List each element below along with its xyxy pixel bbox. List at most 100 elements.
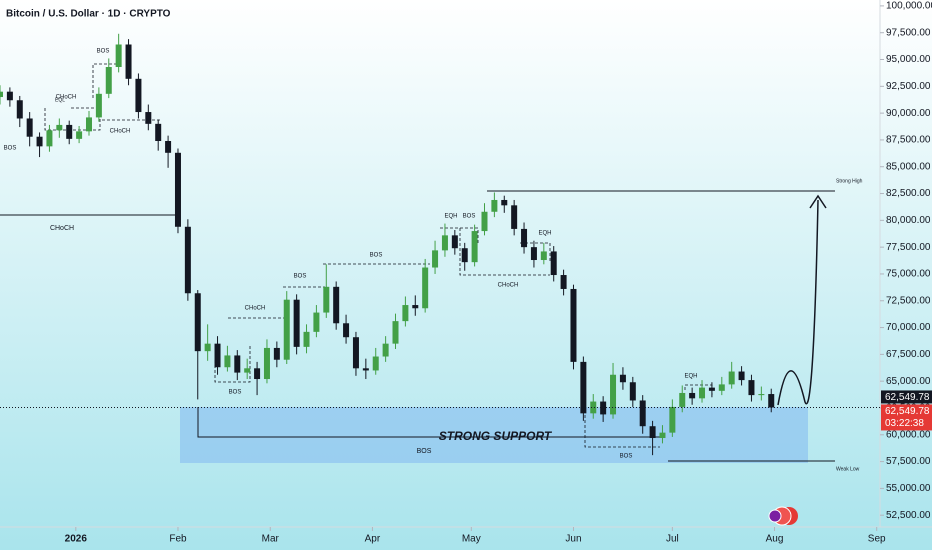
candle-body [66, 124, 73, 139]
dashed-structure [44, 63, 713, 448]
candle-body [481, 211, 488, 232]
price-label-box [881, 390, 932, 404]
candle-body [382, 343, 389, 357]
annotation: BOS [370, 253, 383, 259]
price-label: 62,549.78 [885, 406, 930, 417]
annotation: CHoCH [245, 306, 266, 312]
candle-body [451, 235, 458, 249]
candle-body [570, 288, 577, 362]
candle-body [135, 78, 142, 113]
annotation: STRONG SUPPORT [439, 429, 553, 443]
annotation: EQL [55, 97, 65, 103]
y-tick-label: 82,500.00 [886, 188, 931, 199]
candle-body [540, 251, 547, 261]
arrow-head [809, 194, 827, 209]
annotation: EQH [444, 214, 457, 220]
annotation: BOS [417, 448, 432, 455]
candle-body [728, 371, 735, 385]
candle-body [26, 118, 33, 137]
annotation: EQH [538, 231, 551, 237]
candle-body [590, 401, 597, 414]
y-tick-label: 57,500.00 [886, 456, 931, 467]
projection-arrow [777, 199, 819, 406]
chart-title: Bitcoin / U.S. Dollar · 1D · CRYPTO [6, 9, 171, 20]
candle-body [422, 267, 429, 309]
logo [768, 506, 798, 526]
candle-body [402, 305, 409, 322]
dashed-structure [459, 228, 550, 276]
candle-body [679, 392, 686, 407]
y-tick-label: 97,500.00 [886, 27, 931, 38]
annotation: CHoCH [50, 225, 74, 232]
candle-body [204, 343, 211, 352]
candle-body [343, 323, 350, 338]
candle-body [412, 305, 419, 309]
candle-body [165, 140, 172, 153]
x-tick-label: Jul [666, 534, 679, 545]
candle-body [530, 247, 537, 261]
candle-body [115, 44, 122, 68]
y-tick-label: 90,000.00 [886, 108, 931, 119]
candle-body [461, 248, 468, 263]
dashed-structure [214, 345, 251, 383]
candle-body [76, 131, 83, 139]
annotation: Weak Low [836, 466, 860, 472]
candle-body [254, 368, 261, 380]
y-tick-label: 55,000.00 [886, 483, 931, 494]
logo-circle [768, 509, 782, 523]
bos-line [197, 407, 660, 438]
price-label: 62,549.78 [885, 392, 930, 403]
candle-body [560, 275, 567, 289]
dashed-structure [92, 63, 118, 98]
candle-body [155, 123, 162, 141]
candle-body [174, 152, 181, 227]
annotation: CHoCH [498, 283, 519, 289]
candle-body [224, 355, 231, 368]
annotation: CHoCH [110, 129, 131, 135]
candle-body [738, 371, 745, 381]
candle-body [46, 130, 53, 147]
candle-body [145, 112, 152, 124]
candle-body [313, 312, 320, 332]
y-tick-label: 80,000.00 [886, 215, 931, 226]
candle-body [95, 93, 102, 118]
candle-body [293, 299, 300, 347]
candle-body [323, 286, 330, 313]
candle-body [283, 299, 290, 360]
annotation: BOS [97, 49, 110, 55]
y-tick-label: 95,000.00 [886, 54, 931, 65]
candle-body [0, 91, 3, 98]
annotation: Strong High [836, 178, 863, 184]
candle-body [758, 394, 765, 396]
y-tick-label: 100,000.00 [886, 1, 932, 12]
candle-body [362, 368, 369, 371]
candle-body [521, 228, 528, 248]
y-tick-label: 87,500.00 [886, 135, 931, 146]
candle-body [432, 250, 439, 268]
candle-body [471, 231, 478, 263]
drawings [0, 63, 835, 526]
x-tick-label: Sep [868, 534, 886, 545]
candle-body [659, 432, 666, 439]
candle-body [6, 91, 13, 101]
annotation: BOS [463, 214, 476, 220]
candles [0, 33, 775, 456]
candle-body [303, 331, 310, 347]
candle-body [580, 361, 587, 414]
candle-body [16, 100, 23, 119]
candle-body [352, 337, 359, 369]
annotation: CHoCH [56, 95, 77, 101]
candle-body [56, 124, 63, 131]
candle-body [184, 226, 191, 294]
candle-body [441, 235, 448, 251]
candle-body [748, 380, 755, 396]
candle-body [85, 117, 92, 132]
candle-body [629, 382, 636, 401]
candle-body [234, 355, 241, 373]
annotation: BOS [229, 390, 242, 396]
y-tick-label: 65,000.00 [886, 376, 931, 387]
candle-body [372, 356, 379, 371]
x-tick-label: Feb [169, 534, 187, 545]
candle-body [708, 387, 715, 391]
